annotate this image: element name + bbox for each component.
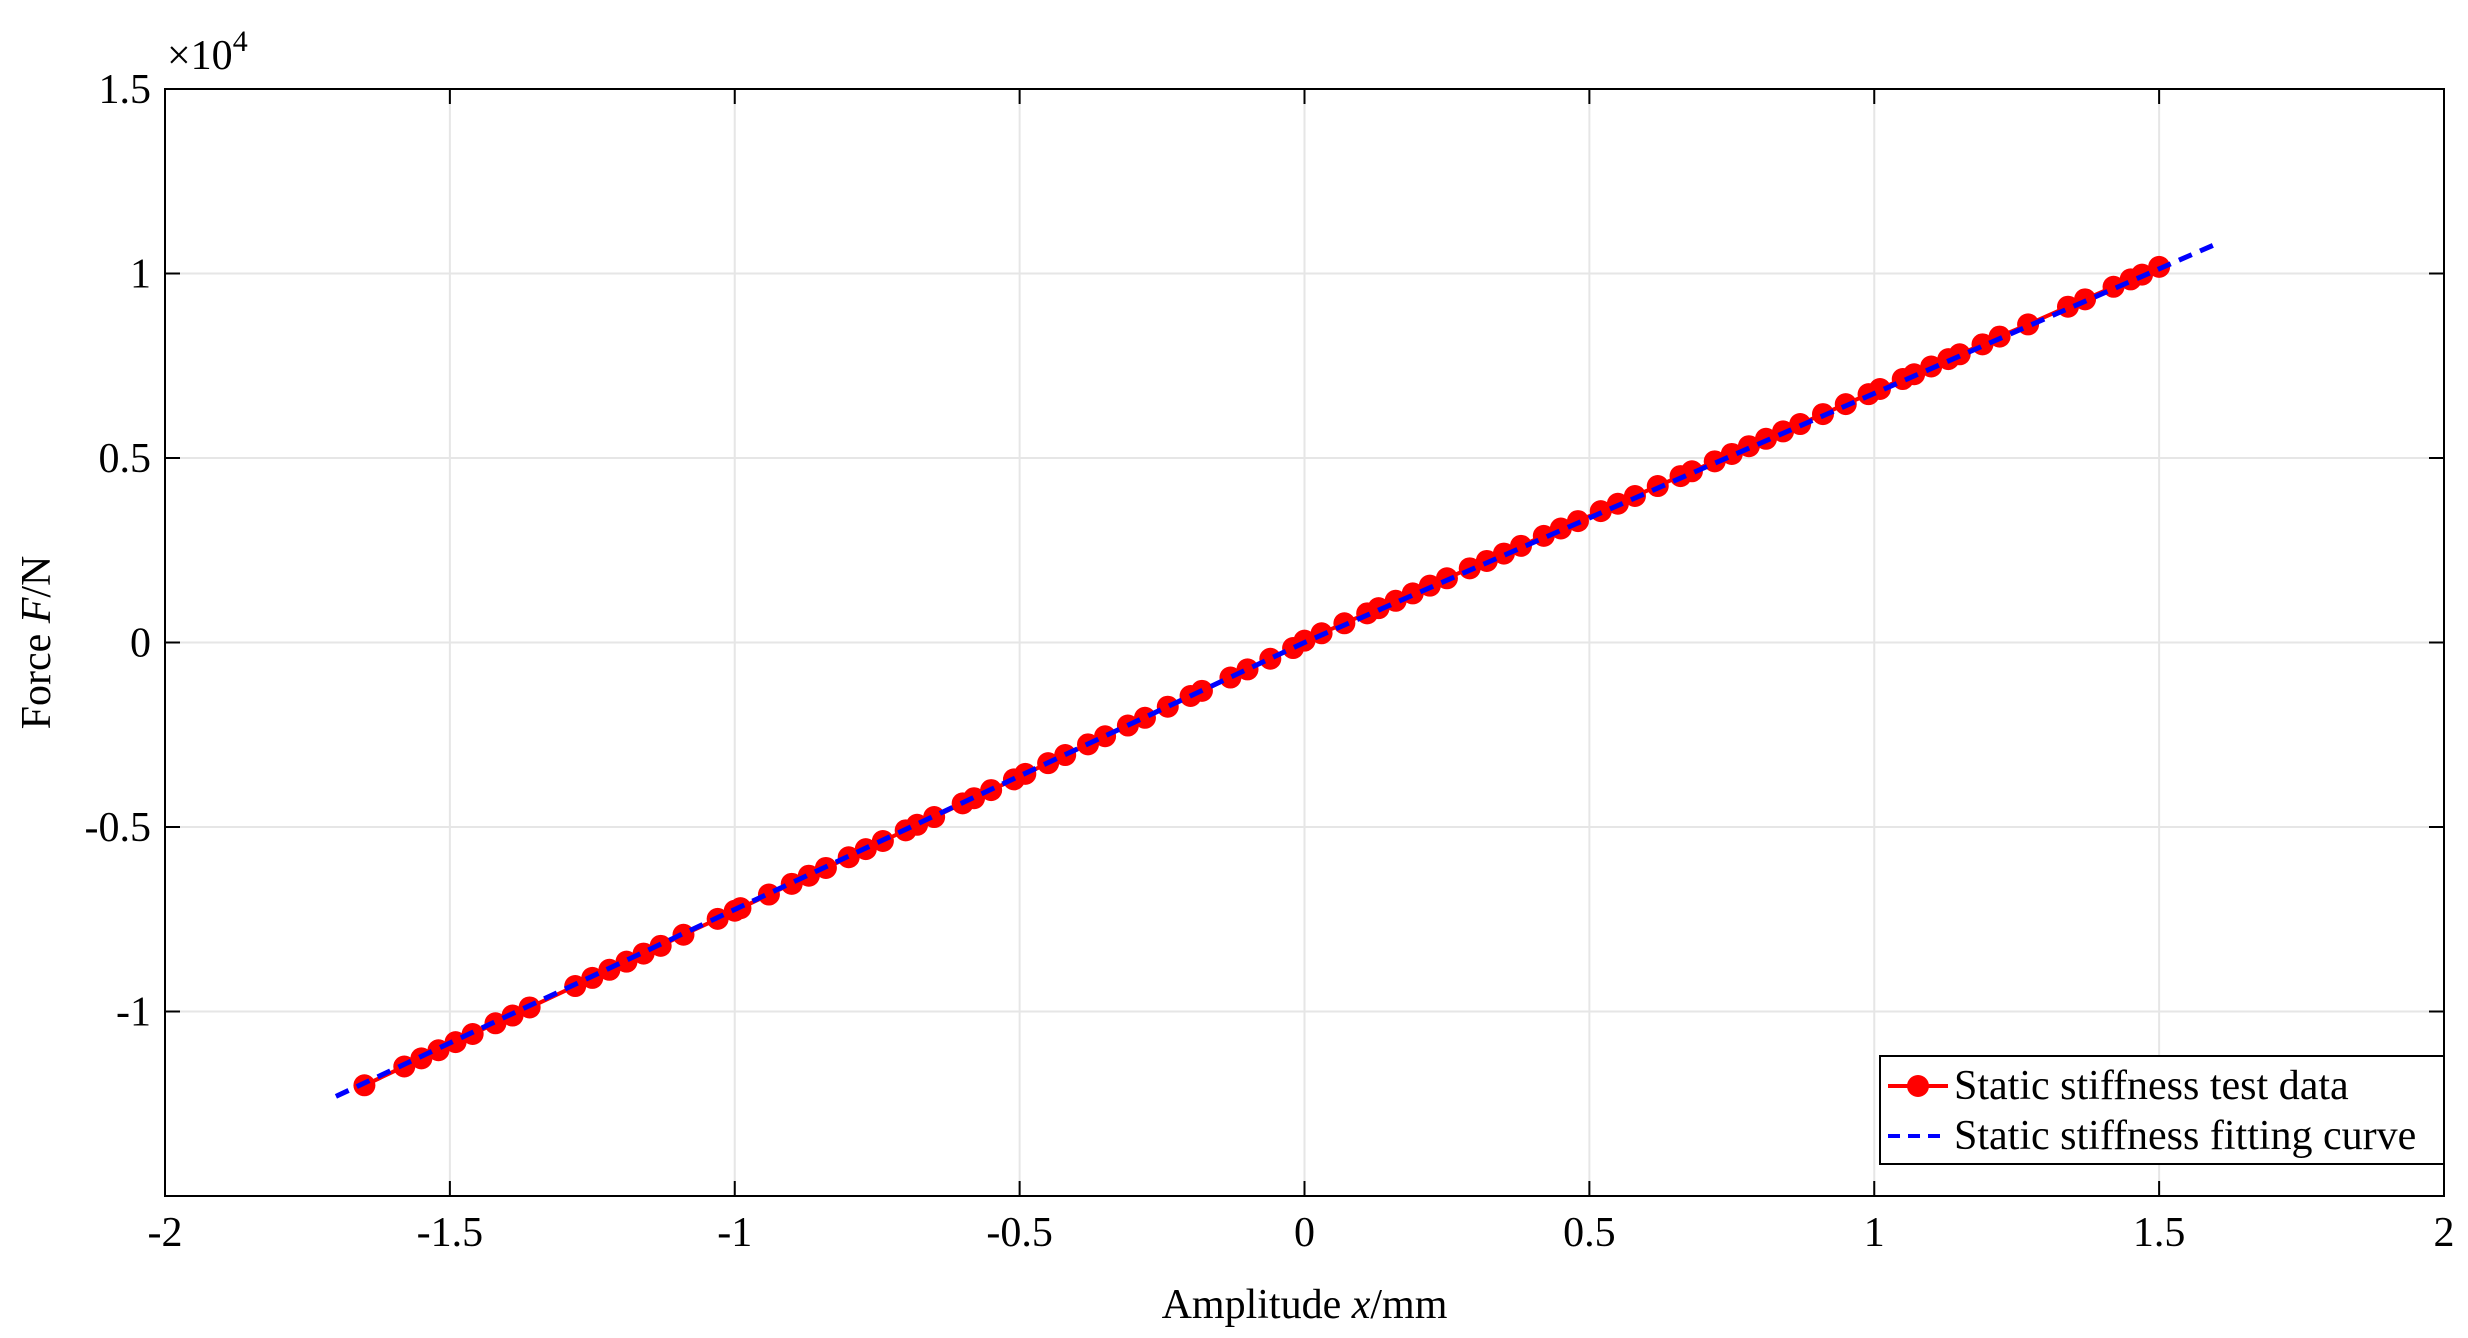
y-axis-label-unit: /N bbox=[14, 556, 60, 598]
x-tick-label: -0.5 bbox=[986, 1210, 1053, 1256]
x-tick-label: -2 bbox=[148, 1210, 183, 1256]
data-point bbox=[1492, 542, 1515, 565]
y-tick-label: 1.5 bbox=[99, 67, 152, 113]
x-tick-label: 1 bbox=[1864, 1210, 1885, 1256]
y-tick-label: -1 bbox=[116, 990, 151, 1036]
y-tick-label: -0.5 bbox=[85, 805, 152, 851]
y-axis-label-text: Force bbox=[14, 623, 60, 729]
x-tick-label: 2 bbox=[2434, 1210, 2455, 1256]
legend-marker bbox=[1907, 1075, 1929, 1097]
data-point bbox=[484, 1012, 507, 1035]
y-tick-label: 1 bbox=[130, 252, 151, 298]
x-axis-label-unit: /mm bbox=[1370, 1282, 1447, 1328]
y-axis-label-var: F bbox=[14, 597, 60, 624]
y-axis-label: Force F/N bbox=[14, 556, 60, 730]
x-axis-label-text: Amplitude bbox=[1162, 1282, 1352, 1328]
x-tick-label: 1.5 bbox=[2133, 1210, 2186, 1256]
x-axis-label-var: x bbox=[1351, 1282, 1371, 1328]
x-tick-label: 0.5 bbox=[1563, 1210, 1616, 1256]
axis-multiplier: ×104 bbox=[167, 25, 248, 79]
legend-label: Static stiffness test data bbox=[1954, 1063, 2349, 1109]
multiplier-exp: 4 bbox=[233, 25, 248, 58]
legend-box bbox=[1879, 1055, 2445, 1165]
series-line bbox=[334, 241, 2218, 1099]
data-point bbox=[2102, 275, 2125, 298]
axes-box bbox=[164, 88, 2445, 1197]
data-point bbox=[1133, 706, 1156, 729]
multiplier-base: ×10 bbox=[167, 33, 233, 79]
data-point bbox=[1236, 658, 1259, 681]
x-axis-label: Amplitude x/mm bbox=[1162, 1282, 1448, 1328]
legend-label: Static stiffness fitting curve bbox=[1954, 1113, 2416, 1159]
data-point bbox=[672, 923, 695, 946]
y-tick-label: 0 bbox=[130, 621, 151, 667]
data-point bbox=[963, 787, 986, 810]
x-tick-label: -1 bbox=[717, 1210, 752, 1256]
y-tick-label: 0.5 bbox=[99, 436, 152, 482]
x-tick-label: 0 bbox=[1294, 1210, 1315, 1256]
data-point bbox=[1094, 725, 1117, 748]
data-point bbox=[1156, 695, 1179, 718]
data-point bbox=[1259, 647, 1282, 670]
x-tick-label: -1.5 bbox=[417, 1210, 484, 1256]
